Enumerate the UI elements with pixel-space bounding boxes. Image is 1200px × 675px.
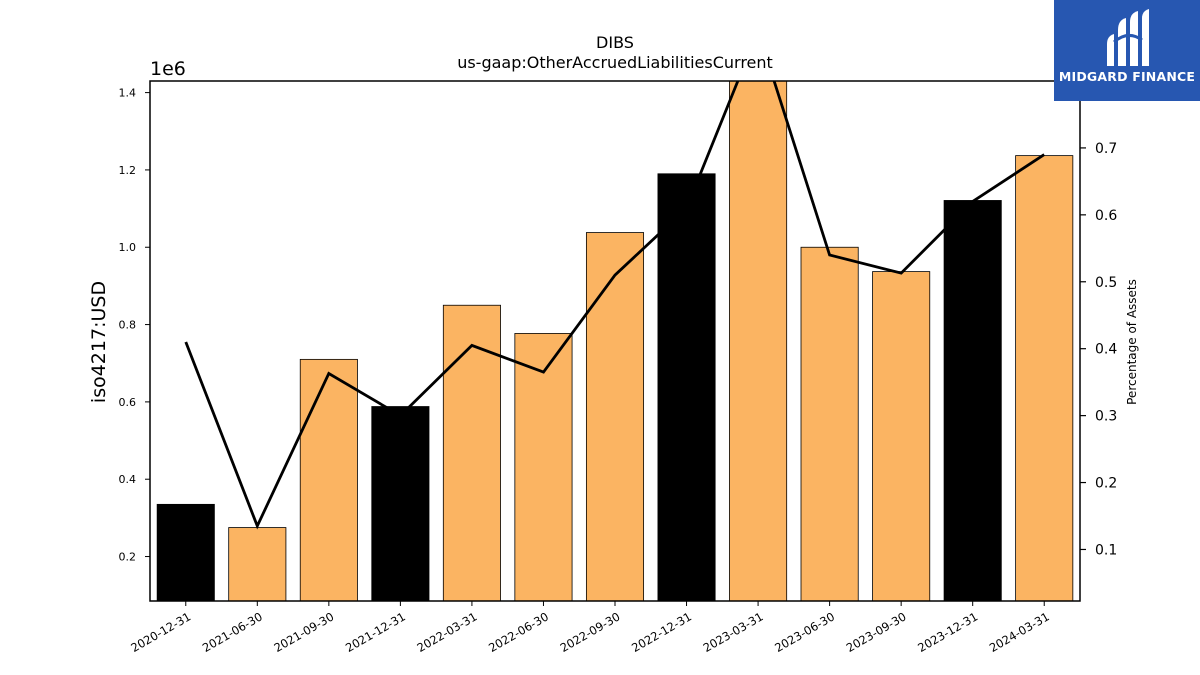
- bar: [442, 304, 501, 602]
- x-tick-label: 2023-09-30: [844, 609, 909, 655]
- x-tick-label: 2024-03-31: [987, 609, 1052, 655]
- y-tick-label: 0.8: [119, 319, 137, 332]
- plot-frame: [149, 80, 1081, 602]
- y2-tick-label: 0.6: [1095, 208, 1117, 224]
- chart-subtitle: us-gaap:OtherAccruedLiabilitiesCurrent: [457, 53, 773, 72]
- bar: [943, 200, 1002, 602]
- y2-tick-label: 0.1: [1095, 542, 1117, 558]
- bar: [514, 333, 573, 602]
- bar: [872, 271, 931, 602]
- x-tick-label: 2021-12-31: [343, 609, 408, 655]
- y-tick-label: 1.4: [119, 87, 137, 100]
- y-tick-label: 0.6: [119, 396, 137, 409]
- x-tick-label: 2022-06-30: [486, 609, 551, 655]
- brand-logo: MIDGARD FINANCE: [1054, 0, 1200, 101]
- midgard-logo-icon: [1107, 9, 1149, 66]
- y-tick-label: 1.0: [119, 241, 137, 254]
- y-axis-label: iso4217:USD: [88, 281, 110, 403]
- y-tick-label: 0.4: [119, 473, 137, 486]
- x-tick-label: 2022-09-30: [558, 609, 623, 655]
- chart-title: DIBS: [596, 33, 634, 52]
- bar: [657, 173, 716, 602]
- x-tick-label: 2023-12-31: [915, 609, 980, 655]
- y2-tick-label: 0.4: [1095, 342, 1117, 358]
- y2-tick-label: 0.5: [1095, 275, 1117, 291]
- y2-axis-label: Percentage of Assets: [1125, 279, 1139, 405]
- bar: [156, 503, 215, 602]
- bar: [585, 232, 645, 602]
- bar: [228, 527, 287, 602]
- x-tick-label: 2020-12-31: [128, 609, 193, 655]
- bar: [800, 246, 859, 602]
- y-offset-label: 1e6: [150, 58, 186, 80]
- bar: [1015, 155, 1074, 602]
- y2-tick-label: 0.7: [1095, 141, 1117, 157]
- y2-tick-label: 0.3: [1095, 409, 1117, 425]
- x-tick-label: 2021-09-30: [271, 609, 336, 655]
- x-tick-label: 2023-03-31: [701, 609, 766, 655]
- bar: [299, 358, 358, 602]
- percentage-line: [184, 81, 1045, 530]
- bar: [371, 406, 430, 602]
- x-tick-label: 2023-06-30: [772, 609, 837, 655]
- y-tick-label: 0.2: [119, 551, 137, 564]
- x-tick-label: 2022-03-31: [415, 609, 480, 655]
- y2-tick-label: 0.2: [1095, 476, 1117, 492]
- bar: [729, 80, 788, 602]
- brand-name: MIDGARD FINANCE: [1058, 69, 1196, 84]
- x-tick-label: 2022-12-31: [629, 609, 694, 655]
- y-tick-label: 1.2: [119, 164, 137, 177]
- x-tick-label: 2021-06-30: [200, 609, 265, 655]
